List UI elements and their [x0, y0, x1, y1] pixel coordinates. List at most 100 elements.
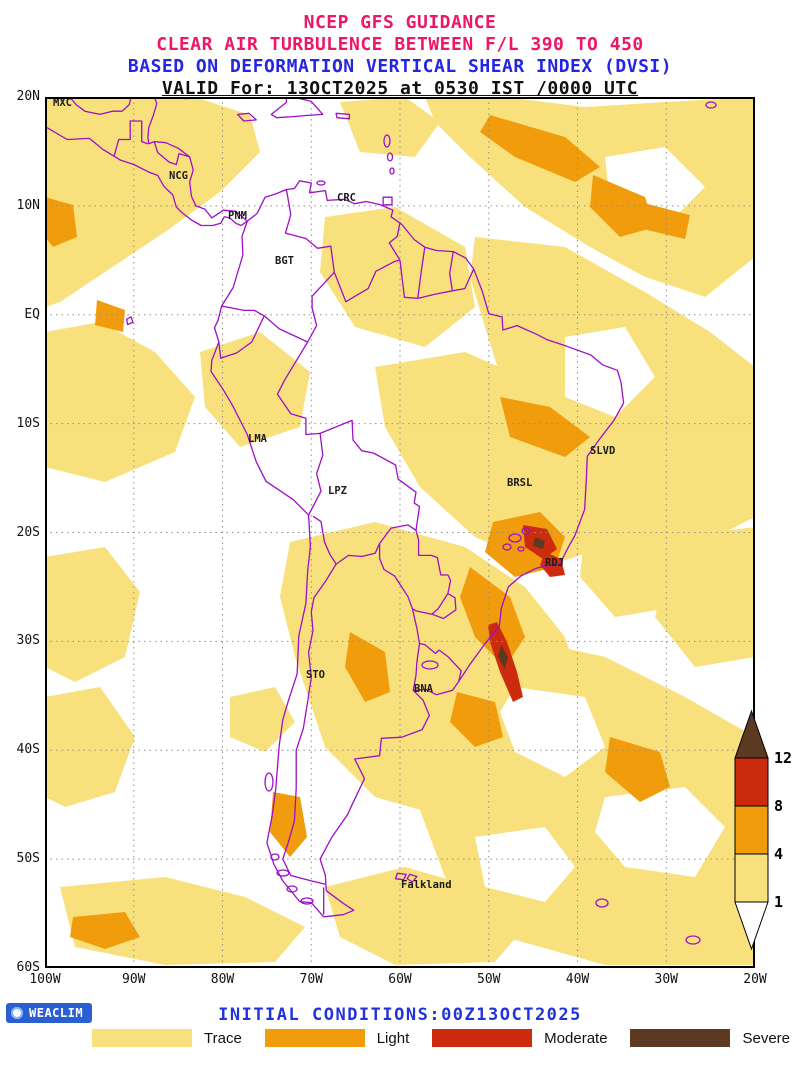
- turbulence-light-region: [500, 397, 590, 457]
- y-axis-label: EQ: [24, 306, 40, 322]
- jamaica-island: [236, 112, 257, 122]
- falkland-west-island: [394, 872, 407, 881]
- colombia-venezuela-border: [284, 189, 335, 273]
- chile-argentina-border: [282, 563, 337, 885]
- venezuela-brazil-border: [333, 259, 401, 303]
- station-label-pnm: PNM: [228, 210, 247, 222]
- station-label-lpz: LPZ: [328, 485, 347, 497]
- turbulence-trace-region: [200, 332, 310, 447]
- map-layers: MXC NCG PNM CRC BGT LMA LPZ BRSL SLVD RDJ STO BNA Fa…: [45, 97, 755, 968]
- falkland-east-island: [406, 873, 418, 883]
- contour-mark: [521, 527, 531, 535]
- guyana-brazil-border: [399, 260, 418, 300]
- contour-mark: [595, 898, 609, 908]
- turbulence-light-region: [640, 202, 690, 239]
- uruguay-brazil-border: [419, 642, 462, 682]
- chile-bolivia-border: [312, 515, 337, 565]
- station-label-bgt: BGT: [275, 255, 294, 267]
- colombia-peru-border: [263, 315, 308, 343]
- y-axis-label: 20N: [16, 89, 40, 104]
- station-labels: MXC NCG PNM CRC BGT LMA LPZ BRSL SLVD RDJ STO BNA Fa…: [53, 97, 615, 891]
- south-america-coastline: [210, 180, 625, 918]
- turbulence-light-region: [95, 300, 125, 332]
- y-axis-label: 40S: [16, 742, 40, 758]
- station-label-brsl: BRSL: [507, 477, 532, 489]
- x-axis-label: 40W: [565, 972, 590, 987]
- station-label-rdj: RDJ: [545, 557, 564, 569]
- turbulence-shading-layer: [45, 97, 755, 965]
- legend-label: Light: [376, 1029, 410, 1047]
- y-axis-label: 60S: [16, 960, 40, 975]
- turbulence-light-region: [605, 737, 670, 802]
- mexico-gulf-coast: [69, 97, 132, 116]
- legend-swatch-light: [264, 1029, 365, 1047]
- station-label-slvd: SLVD: [590, 445, 615, 457]
- turbulence-severe-region: [498, 645, 508, 669]
- legend-item-light: Light: [264, 1029, 410, 1047]
- contour-mark: [508, 533, 522, 543]
- turbulence-light-region: [450, 692, 503, 747]
- map-canvas: MXC NCG PNM CRC BGT LMA LPZ BRSL SLVD RDJ STO BNA Fa…: [45, 97, 755, 968]
- colorbar-light-band: [734, 805, 769, 855]
- turbulence-trace-region: [45, 97, 260, 307]
- turbulence-light-region: [45, 197, 77, 247]
- turbulence-light-region: [480, 115, 600, 182]
- x-axis-label: 80W: [210, 972, 235, 987]
- turbulence-trace-region: [45, 322, 195, 482]
- x-axis-label: 60W: [388, 972, 412, 987]
- contour-mark: [316, 180, 326, 186]
- turbulence-trace-region: [230, 687, 295, 752]
- colorbar-severe-arrow: [734, 709, 769, 759]
- turbulence-trace-region: [320, 207, 475, 347]
- weaclim-circle-icon: [11, 1007, 23, 1019]
- galapagos-islands: [126, 316, 134, 326]
- legend-label: Severe: [742, 1029, 790, 1047]
- turbulence-trace-region: [655, 527, 755, 667]
- station-label-crc: CRC: [337, 192, 356, 204]
- peru-brazil-border: [276, 341, 321, 436]
- contour-mark: [264, 772, 274, 792]
- contour-mark: [270, 853, 280, 861]
- legend-label: Trace: [204, 1029, 242, 1047]
- brazil-bolivia-border: [319, 419, 421, 531]
- turbulence-trace-region: [340, 97, 440, 157]
- colorbar-tick-label: 12: [774, 749, 792, 767]
- weaclim-logo-text: WEACLIM: [29, 1006, 84, 1020]
- honduras-nicaragua-border: [153, 141, 190, 166]
- colombia-brazil-border: [307, 271, 335, 343]
- bolivia-paraguay-border: [379, 524, 417, 544]
- station-label-bna: BNA: [414, 683, 434, 695]
- argentina-uruguay-border: [411, 608, 421, 691]
- central-america-pacific-coast: [45, 125, 248, 227]
- y-axis-label: 30S: [16, 633, 40, 649]
- frguiana-brazil-border: [452, 268, 475, 292]
- title-line-1: NCEP GFS GUIDANCE: [303, 12, 497, 33]
- turbulence-light-region: [270, 792, 307, 857]
- legend-swatch-moderate: [432, 1029, 533, 1047]
- contour-mark: [300, 897, 314, 905]
- legend-swatch-severe: [630, 1029, 731, 1047]
- title-line-2: CLEAR AIR TURBULENCE BETWEEN F/L 390 TO …: [156, 34, 644, 55]
- turbulence-light-region: [345, 632, 390, 702]
- station-label-ncg: NCG: [169, 170, 188, 182]
- colombia-ecuador-border: [221, 305, 265, 317]
- contour-mark: [286, 885, 298, 893]
- geography-layer: [45, 97, 717, 945]
- colorbar-tick-label: 1: [774, 893, 783, 911]
- station-label-sto: STO: [306, 669, 325, 681]
- suriname-brazil-border: [417, 290, 453, 300]
- station-label-lma: LMA: [248, 433, 268, 445]
- colorbar-below-min-arrow: [734, 901, 769, 951]
- colorbar-moderate-band: [734, 757, 769, 807]
- brazil-argentina-border: [431, 592, 457, 620]
- turbulence-light-region: [460, 567, 525, 667]
- turbulence-trace-region: [375, 352, 630, 567]
- contour-mark: [685, 935, 701, 945]
- title-line-3: BASED ON DEFORMATION VERTICAL SHEAR INDE…: [127, 56, 673, 77]
- colorbar-tick-label: 8: [774, 797, 783, 815]
- contour-mark: [502, 543, 512, 551]
- contour-mark: [383, 134, 391, 148]
- x-axis-label: 70W: [299, 972, 323, 987]
- turbulence-trace-region: [45, 687, 135, 807]
